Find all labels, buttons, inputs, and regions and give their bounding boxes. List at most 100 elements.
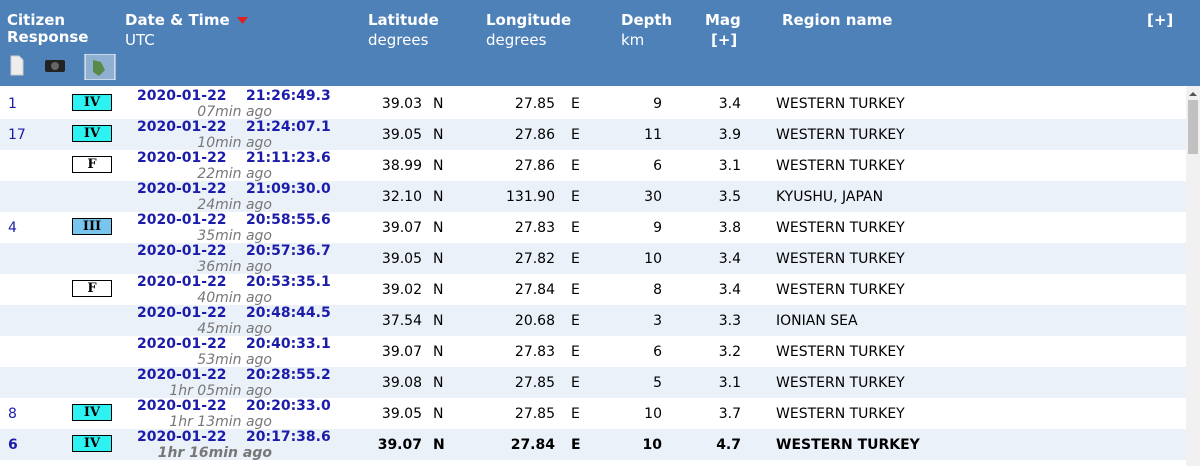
- event-date[interactable]: 2020-01-22: [137, 212, 227, 228]
- region: WESTERN TURKEY: [776, 251, 905, 267]
- depth: 5: [653, 375, 662, 391]
- event-time[interactable]: 20:28:55.2: [246, 367, 331, 383]
- header-mag-more[interactable]: [+]: [711, 31, 738, 49]
- longitude: 27.84: [510, 437, 555, 453]
- response-count[interactable]: 17: [8, 127, 26, 143]
- magnitude: 3.1: [718, 158, 741, 174]
- event-date[interactable]: 2020-01-22: [137, 88, 227, 104]
- response-count[interactable]: 8: [8, 406, 17, 422]
- event-row: 17 IV 2020-01-22 21:24:07.1 10min ago 39.05 N 2…: [0, 119, 1186, 151]
- magnitude: 3.5: [718, 189, 741, 205]
- event-time[interactable]: 21:26:49.3: [246, 88, 331, 104]
- time-ago: 1hr 05min ago: [169, 383, 272, 399]
- event-time[interactable]: 20:17:38.6: [246, 429, 331, 445]
- time-ago: 22min ago: [197, 166, 272, 182]
- event-time[interactable]: 21:24:07.1: [246, 119, 331, 135]
- region: WESTERN TURKEY: [776, 127, 905, 143]
- header-citizen[interactable]: Response: [7, 28, 89, 46]
- latitude: 39.07: [381, 220, 422, 236]
- event-date[interactable]: 2020-01-22: [137, 336, 227, 352]
- event-row: 8 IV 2020-01-22 20:20:33.0 1hr 13min ago 39.0…: [0, 398, 1186, 430]
- header-lon-unit: degrees: [486, 31, 547, 49]
- event-date[interactable]: 2020-01-22: [137, 367, 227, 383]
- time-ago: 36min ago: [197, 259, 272, 275]
- lon-dir: E: [571, 220, 580, 236]
- lat-dir: N: [433, 220, 444, 236]
- header-mag[interactable]: Mag: [705, 11, 741, 29]
- magnitude: 3.4: [718, 282, 741, 298]
- intensity-badge[interactable]: F: [72, 156, 112, 173]
- lat-dir: N: [433, 406, 444, 422]
- time-ago: 45min ago: [197, 321, 272, 337]
- event-time[interactable]: 21:09:30.0: [246, 181, 331, 197]
- event-date[interactable]: 2020-01-22: [137, 150, 227, 166]
- lat-dir: N: [433, 344, 444, 360]
- header-depth[interactable]: Depth: [621, 11, 673, 29]
- region: WESTERN TURKEY: [776, 375, 905, 391]
- lat-dir: N: [433, 251, 444, 267]
- response-icons[interactable]: [9, 54, 119, 80]
- lon-dir: E: [571, 282, 580, 298]
- time-ago: 35min ago: [197, 228, 272, 244]
- event-time[interactable]: 20:58:55.6: [246, 212, 331, 228]
- magnitude: 3.4: [718, 96, 741, 112]
- header-citizen[interactable]: Citizen: [7, 11, 66, 29]
- lat-dir: N: [433, 96, 444, 112]
- sort-arrow[interactable]: [237, 16, 249, 26]
- event-time[interactable]: 21:11:23.6: [246, 150, 331, 166]
- lon-dir: E: [571, 127, 580, 143]
- header-lat[interactable]: Latitude: [368, 11, 439, 29]
- intensity-badge[interactable]: IV: [72, 94, 112, 111]
- depth: 9: [653, 220, 662, 236]
- event-date[interactable]: 2020-01-22: [137, 243, 227, 259]
- time-ago: 10min ago: [197, 135, 272, 151]
- lat-dir: N: [433, 437, 445, 453]
- region: IONIAN SEA: [776, 313, 858, 329]
- latitude: 37.54: [381, 313, 422, 329]
- magnitude: 3.3: [718, 313, 741, 329]
- region: WESTERN TURKEY: [776, 437, 920, 453]
- latitude: 32.10: [381, 189, 422, 205]
- depth: 9: [653, 96, 662, 112]
- event-row: 2020-01-22 20:28:55.2 1hr 05min ago 39.08 N 2…: [0, 367, 1186, 399]
- event-date[interactable]: 2020-01-22: [137, 305, 227, 321]
- response-count[interactable]: 1: [8, 96, 17, 112]
- event-date[interactable]: 2020-01-22: [137, 398, 227, 414]
- intensity-badge[interactable]: IV: [72, 404, 112, 421]
- longitude: 27.85: [514, 96, 555, 112]
- event-time[interactable]: 20:48:44.5: [246, 305, 331, 321]
- intensity-badge[interactable]: III: [72, 218, 112, 235]
- header-lon[interactable]: Longitude: [486, 11, 572, 29]
- event-time[interactable]: 20:53:35.1: [246, 274, 331, 290]
- time-ago: 24min ago: [197, 197, 272, 213]
- intensity-badge[interactable]: F: [72, 280, 112, 297]
- region: KYUSHU, JAPAN: [776, 189, 884, 205]
- event-time[interactable]: 20:40:33.1: [246, 336, 331, 352]
- header-more[interactable]: [+]: [1147, 11, 1174, 29]
- longitude: 27.86: [514, 158, 555, 174]
- response-count[interactable]: 6: [8, 437, 18, 453]
- depth: 8: [653, 282, 662, 298]
- event-date[interactable]: 2020-01-22: [137, 181, 227, 197]
- magnitude: 3.9: [718, 127, 741, 143]
- response-count[interactable]: 4: [8, 220, 17, 236]
- event-time[interactable]: 20:20:33.0: [246, 398, 331, 414]
- scrollbar[interactable]: [1186, 86, 1200, 466]
- event-date[interactable]: 2020-01-22: [137, 274, 227, 290]
- event-date[interactable]: 2020-01-22: [137, 429, 227, 445]
- event-date[interactable]: 2020-01-22: [137, 119, 227, 135]
- region: WESTERN TURKEY: [776, 96, 905, 112]
- header-date[interactable]: Date & Time: [125, 11, 230, 29]
- event-time[interactable]: 20:57:36.7: [246, 243, 331, 259]
- lat-dir: N: [433, 158, 444, 174]
- event-row: F 2020-01-22 20:53:35.1 40min ago 39.02 N 27.8…: [0, 274, 1186, 306]
- header-region[interactable]: Region name: [782, 11, 893, 29]
- scroll-arrow[interactable]: [1186, 87, 1200, 101]
- intensity-badge[interactable]: IV: [72, 125, 112, 142]
- lon-dir: E: [571, 189, 580, 205]
- intensity-badge[interactable]: IV: [72, 435, 112, 452]
- latitude: 39.05: [381, 127, 422, 143]
- lon-dir: E: [571, 96, 580, 112]
- header-depth-unit: km: [621, 31, 645, 49]
- scroll-thumb[interactable]: [1188, 100, 1198, 154]
